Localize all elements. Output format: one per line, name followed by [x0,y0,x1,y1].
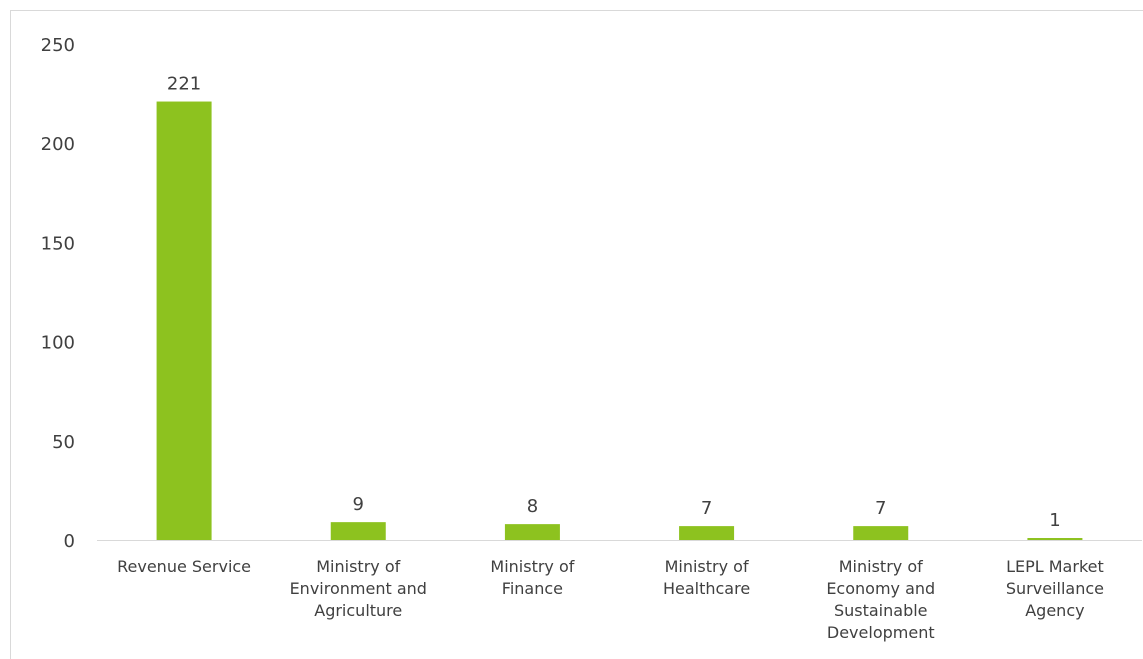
y-tick-label: 200 [41,134,75,155]
data-label: 7 [701,498,712,519]
bar [853,526,909,540]
data-label: 8 [527,496,538,517]
bar [679,526,735,540]
y-tick-label: 250 [41,35,75,56]
y-tick-label: 50 [52,432,75,453]
data-label: 7 [875,498,886,519]
chart-frame [10,10,1143,659]
bar [156,101,212,540]
x-category-label: Ministry of Finance [490,557,574,598]
y-tick-label: 150 [41,233,75,254]
x-category-label: Ministry of Economy and Sustainable Develop… [826,557,935,642]
x-category-label: LEPL Market Surveillance Agency [1006,557,1104,620]
data-label: 1 [1049,510,1060,531]
data-label: 9 [353,494,364,515]
bar [1027,538,1083,540]
y-tick-label: 100 [41,333,75,354]
x-category-label: Revenue Service [117,557,251,576]
data-label: 221 [167,74,201,95]
x-category-label: Ministry of Healthcare [663,557,750,598]
x-category-label: Ministry of Environment and Agriculture [290,557,427,620]
bar [504,524,560,540]
y-tick-label: 0 [64,531,75,552]
bar [330,522,386,540]
